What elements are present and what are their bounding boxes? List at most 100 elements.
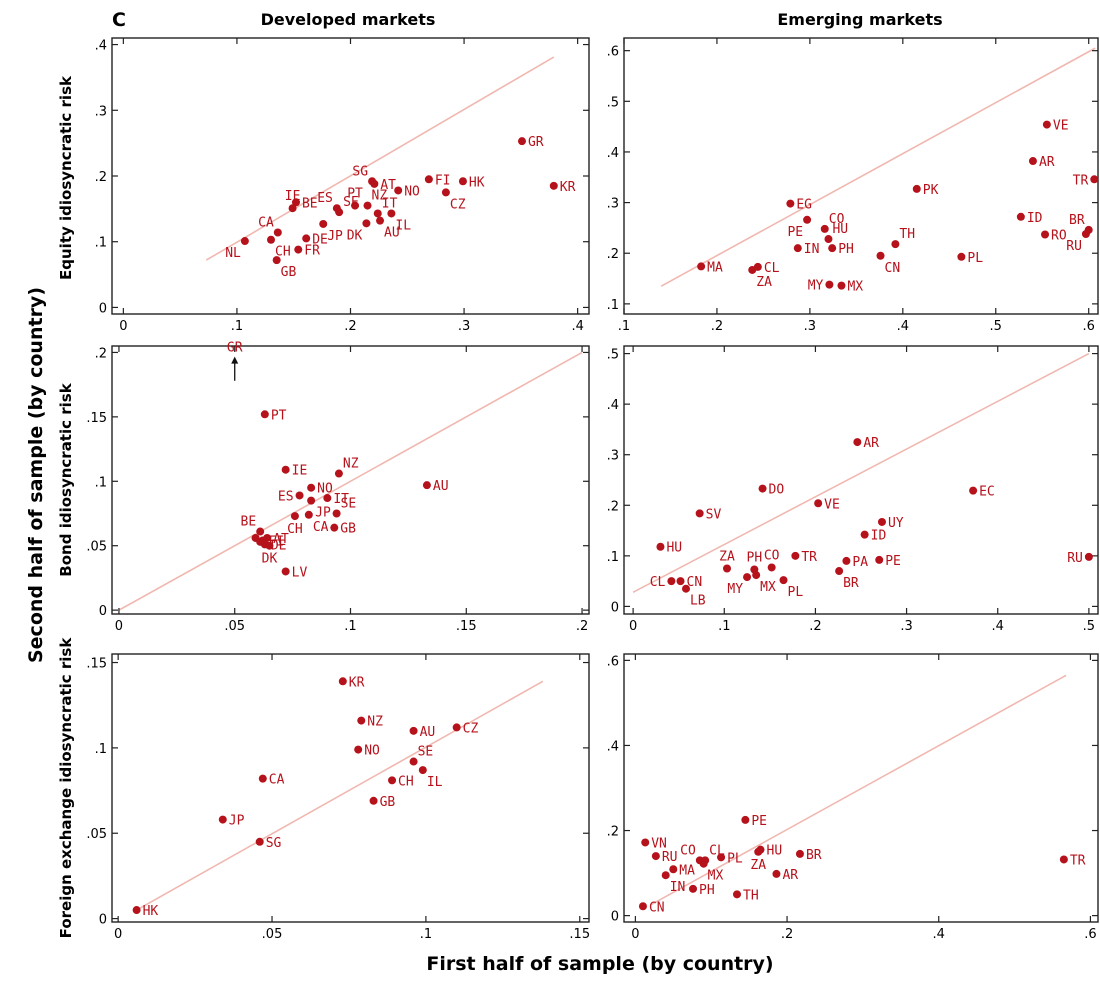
y-tick-label: .6 (607, 654, 619, 669)
point-label-be: BE (302, 196, 318, 211)
panel-bond-developed: 0 .05 .1 .15 .2 0 .05 .1 .15 .2 GR PT IE NZ AU NO ES JPIT… (86, 341, 590, 634)
point-cn (876, 251, 885, 260)
y-tick-label: .5 (607, 348, 619, 363)
fit-line (118, 351, 583, 611)
point-au (376, 216, 385, 225)
point-label-pa: PA (852, 555, 868, 570)
y-tick-label: .2 (95, 346, 107, 361)
point-label-ar: AR (1039, 155, 1055, 170)
y-tick-label: .4 (607, 146, 619, 161)
point-label-eg: EG (796, 198, 812, 213)
point-ch (267, 235, 275, 244)
fit-line (136, 680, 544, 911)
point-ph (689, 884, 698, 893)
point-label-pe: PE (885, 554, 901, 569)
point-label-at: AT (273, 532, 289, 547)
point-label-in: IN (670, 880, 686, 895)
point-pt (351, 201, 360, 210)
y-axis-title: Second half of sample (by country) (25, 287, 47, 663)
fit-line (632, 352, 1090, 593)
fit-line (660, 47, 1096, 287)
x-tick-label: .4 (933, 927, 945, 942)
point-co (767, 563, 776, 572)
point-ie (281, 465, 290, 474)
y-tick-label: .3 (95, 104, 107, 119)
y-tick-label: .4 (607, 739, 619, 754)
point-label-kr: KR (560, 180, 576, 195)
point-lv (281, 567, 290, 576)
point-ph (828, 244, 837, 253)
point-cn (638, 902, 647, 911)
point-label-pl: PL (788, 585, 804, 600)
point-label-no: NO (404, 184, 420, 199)
point-label-it: IT (382, 196, 398, 211)
plot-frame (623, 37, 1099, 315)
point-dk (265, 541, 274, 550)
point-it (323, 494, 332, 503)
x-tick-label: .4 (571, 319, 583, 334)
point-label-id: ID (871, 529, 887, 544)
point-label-gr: GR (528, 135, 544, 150)
point-label-au: AU (433, 479, 449, 494)
y-tick-label: 0 (611, 600, 619, 615)
point-label-pl: PL (967, 251, 983, 266)
point-gb (272, 256, 281, 265)
point-label-br: BR (843, 576, 859, 591)
point-label-br: BR (1069, 213, 1085, 228)
point-label-at: AT (380, 178, 396, 193)
y-tick-label: .05 (86, 827, 107, 842)
y-tick-label: .1 (607, 298, 619, 313)
point-hk (458, 177, 467, 186)
point-label-de: DE (312, 232, 328, 247)
point-label-br: BR (806, 848, 822, 863)
point-no (307, 483, 316, 492)
row-title-equity: Equity idiosyncratic risk (57, 75, 75, 280)
plot-frame (623, 653, 1099, 923)
panel-label: C (112, 9, 126, 31)
point-uy (877, 517, 886, 526)
x-tick-label: .6 (1084, 927, 1096, 942)
point-label-se: SE (418, 745, 434, 760)
point-mx (752, 571, 761, 580)
point-label-za: ZA (750, 858, 766, 873)
point-in (661, 871, 670, 880)
point-kr (549, 181, 558, 190)
point-label-ch: CH (275, 245, 291, 260)
point-label-dk: DK (262, 552, 278, 567)
point-cn (676, 577, 685, 586)
point-br (795, 849, 804, 858)
x-tick-label: 0 (114, 927, 122, 942)
panel-fx-developed: 0 .05 .1 .15 0 .05 .1 .15 KR NZ AU CZ NO SE IL CH CA GB JP… (86, 653, 590, 942)
x-tick-label: .1 (718, 619, 730, 634)
point-label-ie: IE (292, 464, 308, 479)
plot-frame (623, 345, 1099, 615)
point-se (409, 757, 418, 766)
point-label-ar: AR (782, 868, 798, 883)
x-tick-label: .2 (711, 319, 723, 334)
point-no (354, 745, 363, 754)
point-label-kr: KR (349, 675, 365, 690)
point-label-mx: MX (708, 869, 724, 884)
x-tick-label: 0 (631, 927, 639, 942)
point-label-fi: FI (435, 173, 451, 188)
x-tick-label: 0 (119, 319, 127, 334)
x-tick-label: .1 (618, 319, 630, 334)
point-sv (695, 509, 704, 518)
point-nz (334, 469, 343, 478)
point-tr (791, 551, 800, 560)
point-label-tr: TR (1070, 853, 1086, 868)
point-label-pe: PE (751, 814, 767, 829)
point-jp (307, 496, 316, 505)
point-de (302, 234, 311, 243)
y-tick-label: .3 (607, 449, 619, 464)
point-label-se: SE (343, 195, 359, 210)
y-tick-label: .2 (607, 825, 619, 840)
point-il (387, 209, 396, 218)
point-ve (1042, 120, 1051, 129)
point-se (332, 509, 341, 518)
x-tick-label: 0 (115, 619, 123, 634)
row-title-bond: Bond idiosyncratic risk (57, 382, 75, 576)
panel-equity-emerging: .1 .2 .3 .4 .5 .6 .1 .2 .3 .4 .5 .6 VE AR TR PK ID BRRORU… (607, 37, 1099, 334)
point-label-il: IL (427, 775, 443, 790)
point-label-hu: HU (666, 541, 682, 556)
